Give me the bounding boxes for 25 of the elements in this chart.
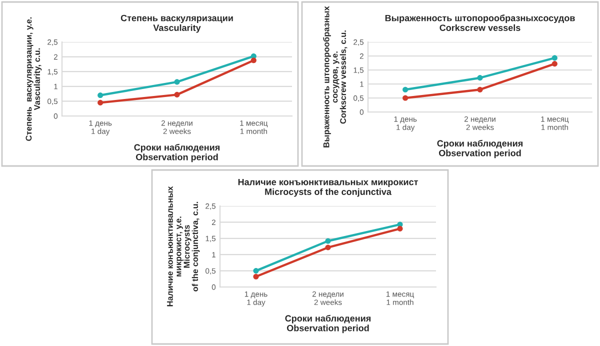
chart-title: Наличие конъюнктивальных микрокист Microcysts of the conjunctiva	[238, 178, 418, 197]
point	[325, 244, 331, 250]
point	[397, 226, 403, 232]
point	[552, 55, 558, 61]
x-axis-title: Сроки наблюдения Observation period	[285, 314, 371, 334]
y-axis-title: Степень васкуляризации, у.е. Vascularity, c.u.	[26, 17, 42, 141]
chart-title: Выраженность штопорообразныхсосудов Corkscrew vessels	[385, 14, 575, 31]
point	[477, 75, 483, 81]
point	[402, 95, 408, 101]
point	[253, 274, 259, 280]
point	[98, 100, 104, 106]
point	[174, 92, 180, 98]
x-axis-title: Сроки наблюдения Observation period	[134, 144, 220, 162]
point	[98, 92, 104, 98]
point	[402, 86, 408, 92]
point	[477, 86, 483, 92]
y-axis-title: Выраженность штопорообразных сосудов, у.е. Corkscrew vessels, c.u.	[323, 6, 348, 148]
x-axis-title: Сроки наблюдения Observation period	[437, 140, 523, 158]
point	[325, 238, 331, 244]
point	[552, 61, 558, 67]
y-axis-title: Наличие конъюнктивальных микрокист, у.е. Microcysts of the conjunctiva, c.u.	[167, 186, 200, 306]
chart-title: Степень васкуляризации Vascularity	[120, 14, 233, 33]
point	[253, 268, 259, 274]
point	[250, 58, 256, 64]
point	[174, 79, 180, 85]
